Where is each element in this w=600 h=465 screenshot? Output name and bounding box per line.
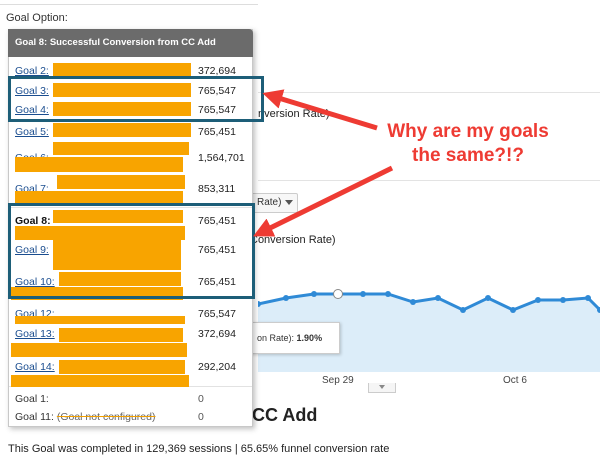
goal-option-label[interactable]: Goal 3: <box>15 85 49 97</box>
highlight-box <box>8 203 255 299</box>
annotation-callout: Why are my goals the same?!? <box>373 120 563 168</box>
goal-option-count: 765,451 <box>198 126 236 138</box>
goal-option-count: 765,451 <box>198 276 236 288</box>
goal-option-label: Goal 1: <box>15 393 49 405</box>
chart-point[interactable] <box>258 301 261 307</box>
goal-option-label: Goal Option: <box>6 12 68 24</box>
redaction-mark <box>57 175 185 189</box>
goal-option-count: 292,204 <box>198 361 236 373</box>
dropdown-divider <box>9 207 252 208</box>
x-axis-label: Sep 29 <box>322 375 354 386</box>
chart-tooltip: on Rate): 1.90% <box>240 322 340 354</box>
chart-point[interactable] <box>311 291 317 297</box>
goal-option-count: 1,564,701 <box>198 152 245 164</box>
goal-dropdown-selected[interactable]: Goal 8: Successful Conversion from CC Ad… <box>8 29 253 57</box>
redaction-mark <box>59 360 185 374</box>
chart-area-fill <box>258 294 600 372</box>
metric-label-partial: nversion Rate) <box>258 108 330 120</box>
goal-option-label[interactable]: Goal 10: <box>15 276 55 288</box>
metric-selector[interactable]: Rate) <box>250 193 298 213</box>
chevron-down-icon <box>379 385 385 389</box>
redaction-mark <box>59 272 181 286</box>
goal-option-count: 765,547 <box>198 85 236 97</box>
goal-option-label[interactable]: Goal 9: <box>15 244 49 256</box>
redaction-mark <box>53 142 189 155</box>
goal-option-count: 765,547 <box>198 104 236 116</box>
arrow-to-goals-8-10 <box>253 165 394 237</box>
x-axis-label: Oct 6 <box>503 375 527 386</box>
goal-option-label: Goal 11: (Goal not configured) <box>15 411 155 423</box>
redaction-mark <box>53 63 191 77</box>
chart-point[interactable] <box>410 299 416 305</box>
goal-option-label[interactable]: Goal 5: <box>15 126 49 138</box>
chevron-down-icon <box>285 200 293 205</box>
goal-option-label[interactable]: Goal 4: <box>15 104 49 116</box>
goal-option-name: Goal 11: <box>15 411 54 423</box>
goal-heading: CC Add <box>252 405 318 425</box>
chart-point[interactable] <box>597 307 600 313</box>
chart-point[interactable] <box>460 307 466 313</box>
goal-option-label[interactable]: Goal 13: <box>15 328 55 340</box>
chart-point[interactable] <box>435 295 441 301</box>
chart-hover-point[interactable] <box>333 289 343 299</box>
chart-point[interactable] <box>283 295 289 301</box>
chart-point[interactable] <box>360 291 366 297</box>
redaction-mark <box>15 316 185 324</box>
tooltip-value: 1.90% <box>296 333 323 343</box>
section-divider <box>258 92 600 93</box>
chart-point[interactable] <box>535 297 541 303</box>
goal-dropdown[interactable]: Goal 8: Successful Conversion from CC Ad… <box>8 29 253 427</box>
goal-option-count: 765,547 <box>198 308 236 320</box>
line-chart <box>258 289 600 372</box>
goal-option-label[interactable]: Goal 14: <box>15 361 55 373</box>
tooltip-label: on Rate): <box>257 333 295 343</box>
metric-label-partial: Conversion Rate) <box>250 234 336 246</box>
redaction-mark <box>53 123 191 137</box>
redaction-mark <box>53 102 191 116</box>
chart-point[interactable] <box>485 295 491 301</box>
goal-option-count: 0 <box>198 393 204 405</box>
redaction-mark <box>11 375 189 387</box>
redaction-mark <box>53 240 181 270</box>
redaction-mark <box>53 210 183 223</box>
arrow-to-goals-3-4 <box>262 89 378 131</box>
callout-line-1: Why are my goals <box>387 121 549 142</box>
metric-selector-label: Rate) <box>257 197 282 208</box>
redaction-mark <box>15 191 183 205</box>
goal-option-count: 765,451 <box>198 215 236 227</box>
goal-option-count: 765,451 <box>198 244 236 256</box>
top-divider <box>0 4 258 5</box>
goal-option-count: 0 <box>198 411 204 423</box>
chart-point[interactable] <box>585 295 591 301</box>
goal-option-count: 372,694 <box>198 65 236 77</box>
goal-option-label[interactable]: Goal 2: <box>15 65 49 77</box>
chart-point[interactable] <box>510 307 516 313</box>
chart-point[interactable] <box>560 297 566 303</box>
goal-not-configured-note: (Goal not configured) <box>56 411 156 423</box>
collapse-chart-toggle[interactable] <box>368 383 396 393</box>
goal-option-label[interactable]: Goal 8: <box>15 215 51 227</box>
goal-option-count: 853,311 <box>198 183 236 195</box>
callout-line-2: the same?!? <box>412 145 524 166</box>
redaction-mark <box>15 226 185 240</box>
redaction-mark <box>15 157 183 172</box>
goal-summary: This Goal was completed in 129,369 sessi… <box>8 443 390 455</box>
redaction-mark <box>53 83 191 97</box>
chart-point[interactable] <box>385 291 391 297</box>
redaction-mark <box>59 328 183 342</box>
redaction-mark <box>11 343 187 357</box>
section-divider <box>258 180 600 181</box>
goal-option-count: 372,694 <box>198 328 236 340</box>
